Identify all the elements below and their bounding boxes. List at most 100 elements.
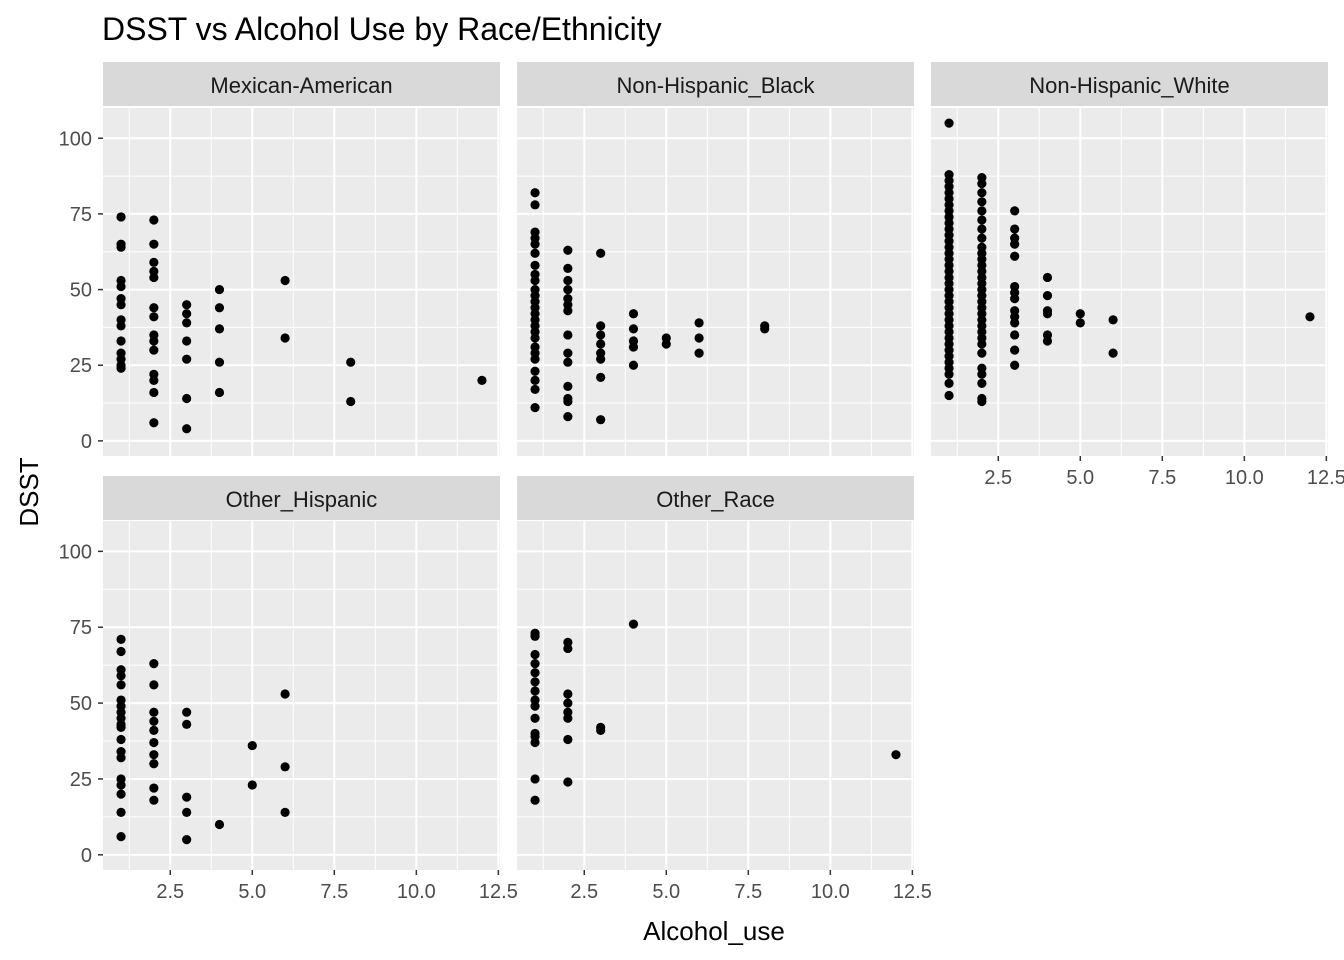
data-point <box>563 381 573 391</box>
facet-strip-label: Mexican-American <box>210 73 392 98</box>
facet-strip <box>103 476 500 520</box>
panel-background <box>103 108 500 456</box>
y-tick-label: 75 <box>70 617 92 639</box>
data-point <box>530 737 540 748</box>
x-tick-label: 2.5 <box>156 881 184 903</box>
panel-background <box>103 521 500 870</box>
data-point <box>182 707 192 717</box>
facet-strip <box>103 62 500 106</box>
y-axis-title: DSST <box>14 457 44 526</box>
data-point <box>280 275 290 286</box>
data-point <box>346 396 356 407</box>
data-point <box>149 737 159 748</box>
facet-strip <box>517 62 914 106</box>
data-point <box>149 680 159 690</box>
data-point <box>530 333 540 343</box>
data-point <box>116 646 126 657</box>
data-point <box>149 257 159 267</box>
data-point <box>530 200 540 210</box>
data-point <box>977 188 987 198</box>
data-point <box>1010 251 1020 261</box>
data-point <box>530 774 540 784</box>
data-point <box>1010 330 1020 340</box>
data-point <box>149 215 159 225</box>
facet-panel-other-race: Other_Race 2.5 5.0 7.5 10.0 12.5 <box>517 476 932 903</box>
data-point <box>563 396 573 407</box>
data-point <box>280 689 290 699</box>
data-point <box>116 212 126 222</box>
facet-panel-non-hispanic-black: Non-Hispanic_Black <box>517 62 914 456</box>
data-point <box>247 780 257 790</box>
data-point <box>977 206 987 216</box>
data-point <box>280 807 290 817</box>
data-point <box>944 118 954 128</box>
data-point <box>977 179 987 189</box>
data-point <box>563 284 573 295</box>
data-point <box>116 336 126 346</box>
data-point <box>149 759 159 769</box>
data-point <box>694 333 704 343</box>
data-point <box>149 375 159 385</box>
data-point <box>116 300 126 310</box>
x-tick-label: 10.0 <box>397 881 436 903</box>
data-point <box>1305 312 1315 322</box>
facet-strip-label: Non-Hispanic_Black <box>616 73 815 98</box>
data-point <box>530 713 540 723</box>
facet-panel-non-hispanic-white: Non-Hispanic_White 2.5 5.0 7.5 10.0 12.5 <box>931 62 1344 489</box>
data-point <box>477 375 487 385</box>
facet-strip-label: Non-Hispanic_White <box>1029 73 1230 98</box>
data-point <box>977 378 987 388</box>
data-point <box>596 321 606 331</box>
data-point <box>116 722 126 732</box>
data-point <box>116 832 126 842</box>
data-point <box>116 789 126 799</box>
y-tick-label: 75 <box>70 204 92 226</box>
data-point <box>563 357 573 367</box>
panel-background <box>931 108 1328 456</box>
data-point <box>1010 239 1020 249</box>
x-tick-label: 10.0 <box>1225 467 1264 489</box>
data-point <box>214 324 225 334</box>
data-point <box>596 339 606 349</box>
data-point <box>247 740 257 751</box>
data-point <box>944 369 954 379</box>
y-tick-label: 25 <box>70 769 92 791</box>
facet-strip-label: Other_Hispanic <box>226 487 378 512</box>
data-point <box>628 619 639 629</box>
data-point <box>182 309 192 319</box>
data-point <box>116 671 126 681</box>
data-point <box>563 263 573 273</box>
data-point <box>563 275 573 286</box>
x-tick-label: 12.5 <box>479 881 518 903</box>
data-point <box>530 677 540 687</box>
data-point <box>596 372 606 382</box>
data-point <box>1010 206 1020 216</box>
data-point <box>182 719 192 729</box>
data-point <box>530 701 540 711</box>
x-tick-label: 5.0 <box>652 881 680 903</box>
data-point <box>1010 318 1020 328</box>
data-point <box>563 689 573 699</box>
x-tick-label: 7.5 <box>1148 467 1176 489</box>
data-point <box>214 387 225 398</box>
data-point <box>977 224 987 234</box>
data-point <box>182 300 192 310</box>
data-point <box>977 233 987 243</box>
data-point <box>149 345 159 355</box>
data-point <box>563 306 573 316</box>
data-point <box>149 707 159 717</box>
data-point <box>1042 272 1053 283</box>
data-point <box>346 357 356 367</box>
data-point <box>1010 345 1020 355</box>
data-point <box>149 272 159 283</box>
facet-panel-mexican-american: Mexican-American 0 25 50 75 100 <box>59 62 500 456</box>
data-point <box>891 750 901 760</box>
data-point <box>628 342 639 352</box>
data-point <box>1010 224 1020 234</box>
y-tick-label: 100 <box>59 541 92 563</box>
x-axis-title: Alcohol_use <box>643 916 785 946</box>
data-point <box>214 284 225 295</box>
x-tick-label: 12.5 <box>1307 467 1344 489</box>
data-point <box>149 725 159 736</box>
data-point <box>944 390 954 401</box>
